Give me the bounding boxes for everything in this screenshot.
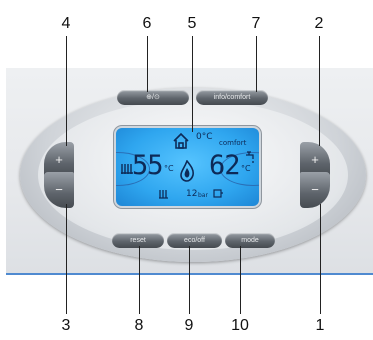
callout-1: 1: [315, 317, 325, 334]
minus-icon: −: [55, 182, 63, 197]
eco-off-button-label: eco/off: [184, 237, 205, 244]
callout-2: 2: [314, 15, 324, 32]
leader-line-2: [319, 36, 320, 146]
mode-button[interactable]: mode: [225, 233, 275, 248]
service-icon: [159, 190, 168, 199]
callout-8: 8: [134, 317, 144, 334]
lcd-display: 55 °C 62 °C 0°C comfort: [116, 128, 259, 206]
heating-temperature: 55: [132, 150, 164, 181]
standby-button[interactable]: ⊕/⊙: [117, 90, 189, 105]
leader-line-5: [192, 36, 193, 132]
leader-line-7: [256, 36, 257, 92]
leader-line-1: [320, 204, 321, 314]
eco-off-button[interactable]: eco/off: [167, 233, 222, 248]
callout-3: 3: [61, 317, 71, 334]
tap-icon: [246, 151, 254, 163]
info-comfort-button[interactable]: info/comfort: [196, 90, 268, 105]
leader-line-6: [147, 36, 148, 92]
leader-line-8: [139, 246, 140, 314]
hot-water-temp-unit: °C: [241, 164, 251, 173]
leader-line-10: [240, 246, 241, 314]
house-icon: [173, 132, 189, 149]
minus-icon: −: [311, 182, 319, 197]
radiator-icon: [121, 164, 133, 174]
leader-line-4: [66, 36, 67, 146]
callout-10: 10: [231, 317, 249, 334]
callout-4: 4: [61, 15, 71, 32]
reset-button[interactable]: reset: [112, 233, 164, 248]
reset-button-label: reset: [130, 237, 146, 244]
plus-icon: +: [55, 152, 63, 167]
outdoor-indicator: 0°C: [196, 132, 213, 142]
mode-button-label: mode: [241, 237, 259, 244]
heating-temp-unit: °C: [164, 164, 174, 173]
callout-7: 7: [251, 15, 261, 32]
callout-9: 9: [184, 317, 194, 334]
callout-6: 6: [142, 15, 152, 32]
pressure-unit: bar: [198, 192, 208, 199]
flame-icon: [180, 160, 194, 182]
pressure-value: 12: [186, 189, 198, 199]
plus-icon: +: [311, 152, 319, 167]
leader-line-3: [66, 204, 67, 314]
leader-line-9: [189, 246, 190, 314]
comfort-indicator: comfort: [219, 139, 247, 147]
callout-5: 5: [187, 15, 197, 32]
hot-water-temperature: 62: [209, 150, 241, 181]
standby-button-label: ⊕/⊙: [146, 94, 160, 101]
hot-water-minus-button[interactable]: −: [300, 172, 330, 208]
info-comfort-button-label: info/comfort: [213, 94, 251, 101]
hot-water-small-icon: [213, 189, 223, 198]
